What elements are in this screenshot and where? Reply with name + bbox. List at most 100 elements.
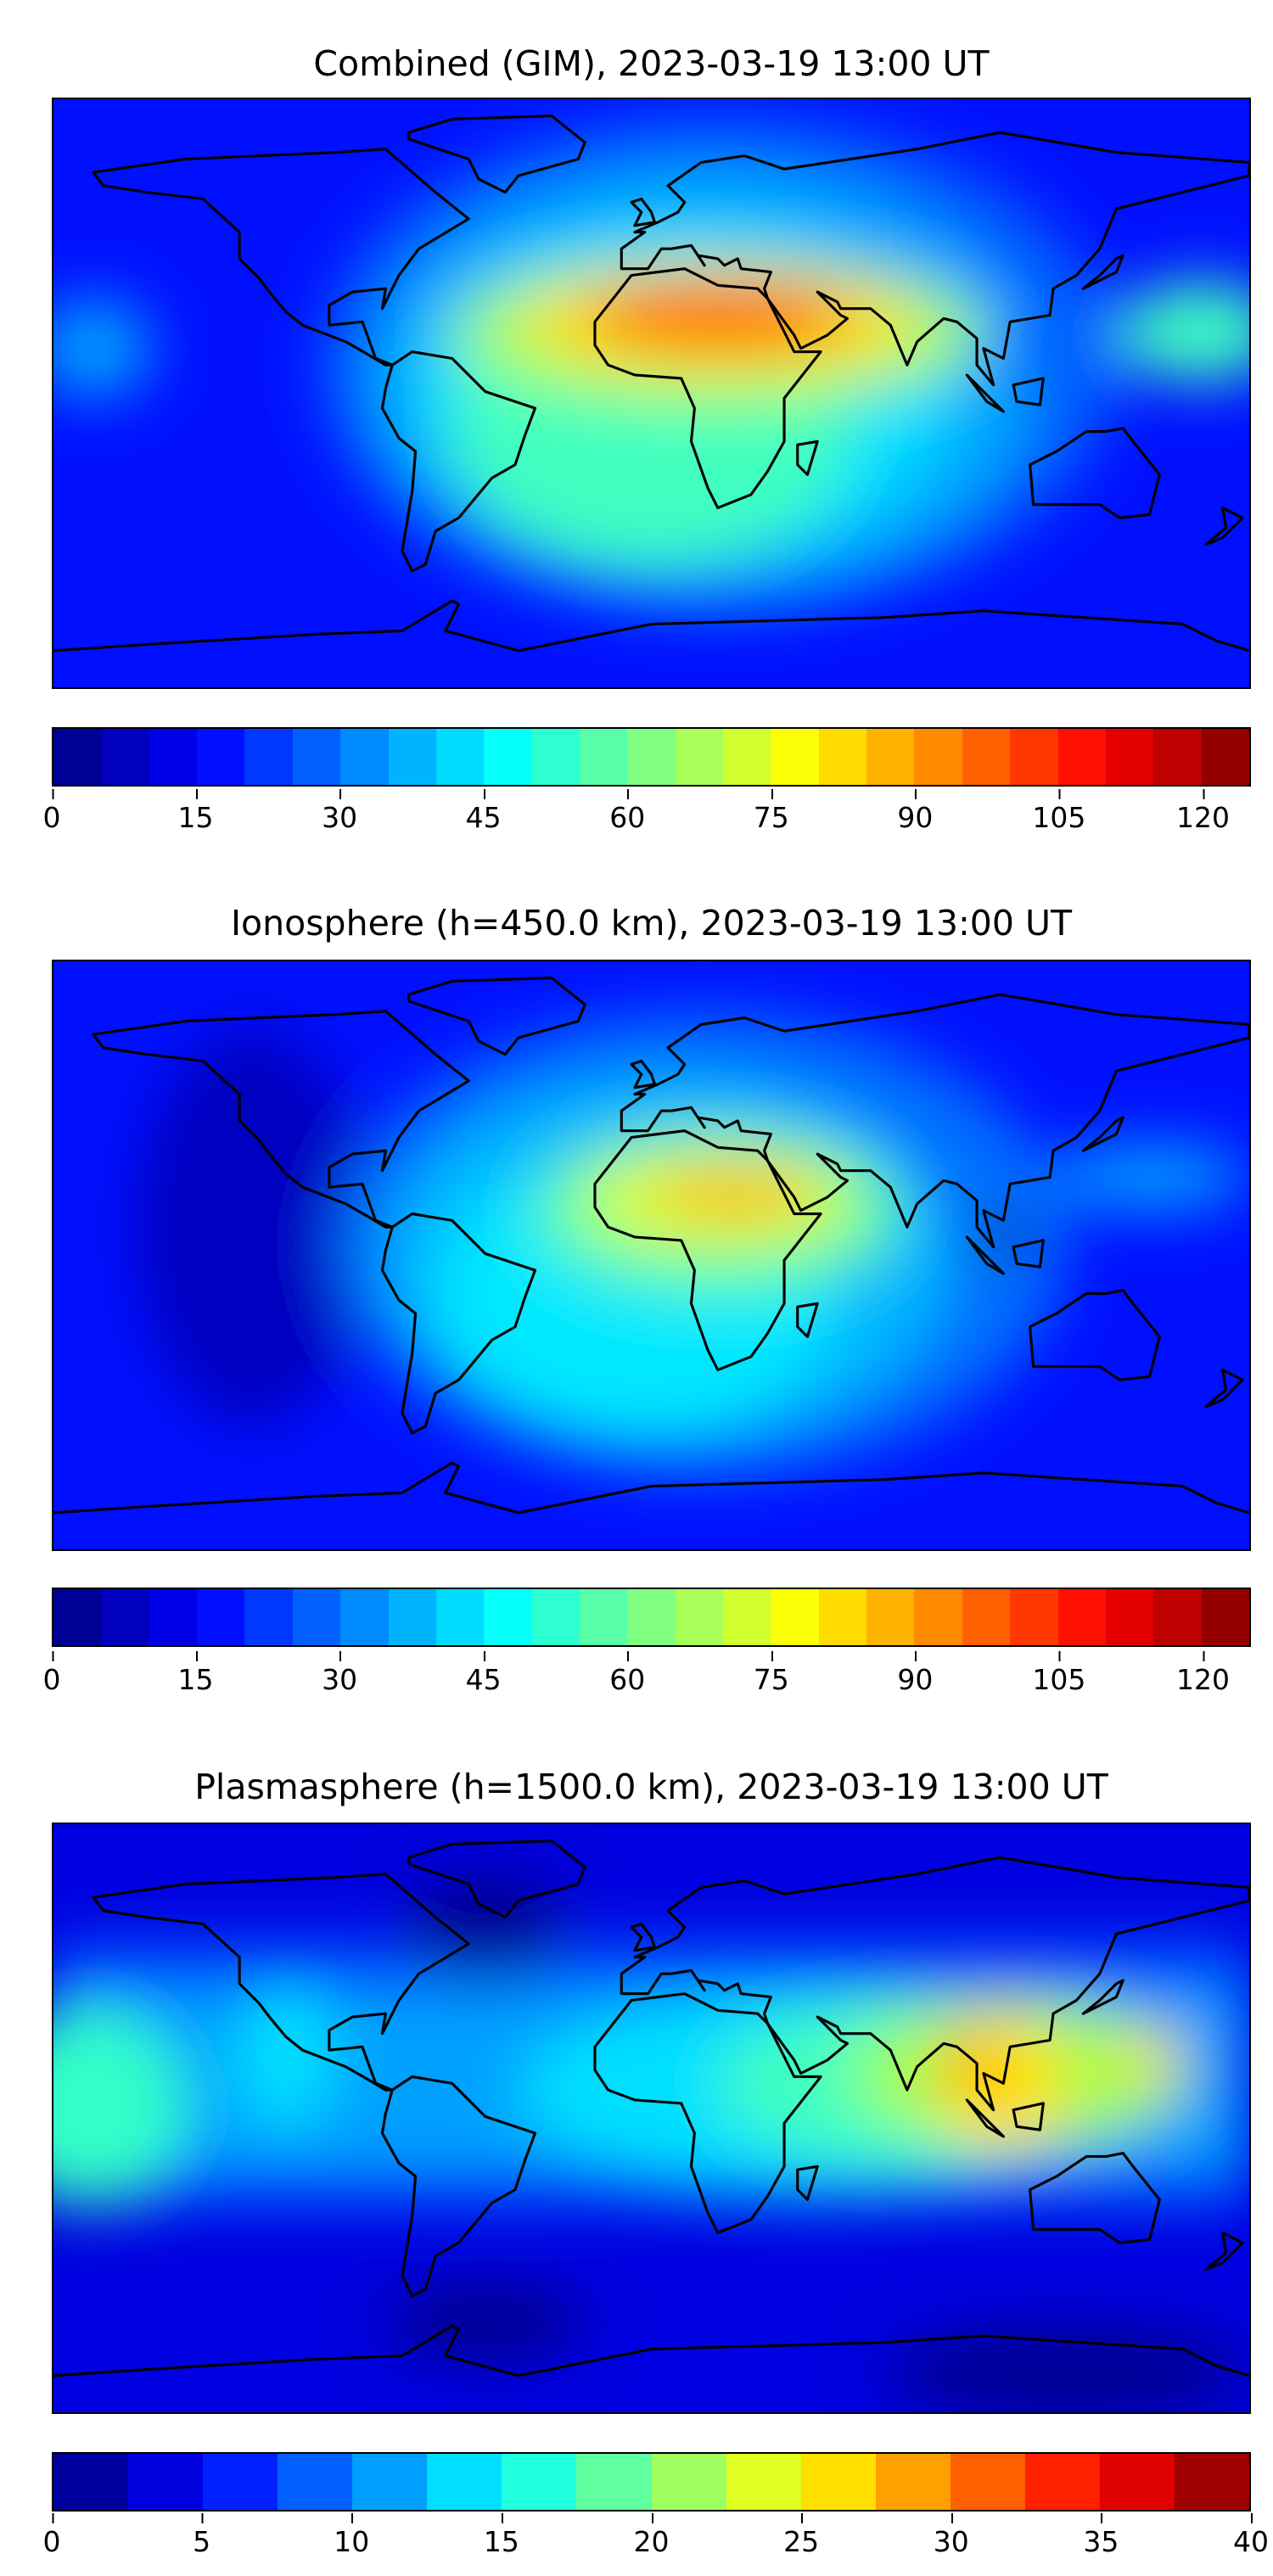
panel-1-title: Combined (GIM), 2023-03-19 13:00 UT — [313, 43, 990, 84]
colorbar-level — [427, 2454, 502, 2510]
colorbar-level — [53, 2454, 129, 2510]
colorbar-level — [340, 1589, 389, 1645]
colorbar-level — [771, 729, 819, 785]
colorbar-level — [723, 1589, 771, 1645]
colorbar-level — [101, 1589, 149, 1645]
colorbar-level — [914, 1589, 962, 1645]
colorbar-level — [675, 1589, 724, 1645]
colorbar-level — [576, 2454, 652, 2510]
colorbar-level — [244, 1589, 293, 1645]
colorbar-level — [278, 2454, 353, 2510]
colorbar-tick-label: 30 — [322, 789, 358, 834]
colorbar-level — [1010, 729, 1058, 785]
colorbar-level — [771, 1589, 819, 1645]
colorbar-level — [435, 1589, 485, 1645]
panel-3-colorbar — [52, 2452, 1251, 2512]
colorbar-level — [914, 729, 962, 785]
panel-3-map — [52, 1823, 1251, 2414]
colorbar-tick-label: 25 — [783, 2513, 820, 2558]
colorbar-level — [1105, 1589, 1154, 1645]
colorbar-level — [203, 2454, 278, 2510]
colorbar-level — [101, 729, 149, 785]
colorbar-tick-label: 15 — [483, 2513, 519, 2558]
colorbar-level — [675, 729, 724, 785]
colorbar-tick-label: 120 — [1175, 789, 1230, 834]
colorbar-level — [128, 2454, 204, 2510]
colorbar-tick-label: 45 — [465, 1651, 502, 1696]
colorbar-level — [484, 1589, 532, 1645]
colorbar-level — [627, 729, 676, 785]
colorbar-tick-label: 20 — [633, 2513, 670, 2558]
colorbar-tick-label: 60 — [609, 1651, 646, 1696]
colorbar-level — [1024, 2454, 1100, 2510]
colorbar-level — [1153, 729, 1202, 785]
colorbar-tick-label: 0 — [42, 1651, 61, 1696]
colorbar-level — [244, 729, 293, 785]
panel-2-colorbar — [52, 1588, 1251, 1647]
colorbar-level — [197, 1589, 245, 1645]
panel-1-colorbar-ticks: 0 15 30 45 60 75 90 105 120 — [43, 789, 1251, 852]
colorbar-level — [435, 729, 485, 785]
colorbar-tick-label: 15 — [177, 1651, 214, 1696]
colorbar-level — [388, 729, 436, 785]
colorbar-level — [149, 729, 198, 785]
colorbar-level — [1057, 729, 1106, 785]
colorbar-level — [531, 729, 580, 785]
panel-1-colorbar — [52, 727, 1251, 787]
colorbar-level — [627, 1589, 676, 1645]
colorbar-level — [579, 729, 628, 785]
colorbar-level — [53, 1589, 102, 1645]
colorbar-level — [726, 2454, 801, 2510]
colorbar-level — [1057, 1589, 1106, 1645]
colorbar-level — [875, 2454, 951, 2510]
colorbar-tick-label: 75 — [753, 1651, 789, 1696]
colorbar-level — [340, 729, 389, 785]
colorbar-level — [723, 729, 771, 785]
panel-3-colorbar-ticks: 0 5 10 15 20 25 30 35 40 — [43, 2513, 1269, 2576]
colorbar-tick-label: 30 — [322, 1651, 358, 1696]
colorbar-level — [866, 1589, 915, 1645]
colorbar-tick-label: 35 — [1083, 2513, 1119, 2558]
colorbar-level — [1201, 1589, 1249, 1645]
colorbar-level — [502, 2454, 577, 2510]
colorbar-tick-label: 10 — [334, 2513, 370, 2558]
colorbar-level — [1105, 729, 1154, 785]
colorbar-level — [531, 1589, 580, 1645]
colorbar-tick-label: 105 — [1032, 789, 1086, 834]
colorbar-level — [1010, 1589, 1058, 1645]
colorbar-tick-label: 105 — [1032, 1651, 1086, 1696]
colorbar-level — [651, 2454, 726, 2510]
colorbar-tick-label: 15 — [177, 789, 214, 834]
panel-2-map — [52, 960, 1251, 1551]
colorbar-level — [149, 1589, 198, 1645]
colorbar-level — [388, 1589, 436, 1645]
colorbar-level — [484, 729, 532, 785]
panel-3-title: Plasmasphere (h=1500.0 km), 2023-03-19 1… — [194, 1767, 1108, 1807]
colorbar-tick-label: 120 — [1175, 1651, 1230, 1696]
colorbar-level — [197, 729, 245, 785]
colorbar-level — [292, 1589, 341, 1645]
colorbar-level — [1099, 2454, 1175, 2510]
colorbar-level — [1174, 2454, 1249, 2510]
colorbar-tick-label: 0 — [42, 2513, 61, 2558]
colorbar-tick-label: 40 — [1233, 2513, 1269, 2558]
colorbar-tick-label: 60 — [609, 789, 646, 834]
colorbar-tick-label: 5 — [193, 2513, 211, 2558]
colorbar-level — [53, 729, 102, 785]
colorbar-level — [962, 1589, 1011, 1645]
colorbar-level — [818, 729, 867, 785]
colorbar-level — [352, 2454, 428, 2510]
colorbar-tick-label: 0 — [42, 789, 61, 834]
colorbar-level — [579, 1589, 628, 1645]
colorbar-level — [1201, 729, 1249, 785]
panel-2-colorbar-ticks: 0 15 30 45 60 75 90 105 120 — [43, 1651, 1251, 1714]
colorbar-level — [800, 2454, 876, 2510]
colorbar-tick-label: 75 — [753, 789, 789, 834]
colorbar-tick-label: 90 — [897, 1651, 934, 1696]
panel-1-map — [52, 98, 1251, 689]
colorbar-level — [962, 729, 1011, 785]
colorbar-level — [866, 729, 915, 785]
colorbar-level — [1153, 1589, 1202, 1645]
colorbar-tick-label: 45 — [465, 789, 502, 834]
colorbar-level — [818, 1589, 867, 1645]
